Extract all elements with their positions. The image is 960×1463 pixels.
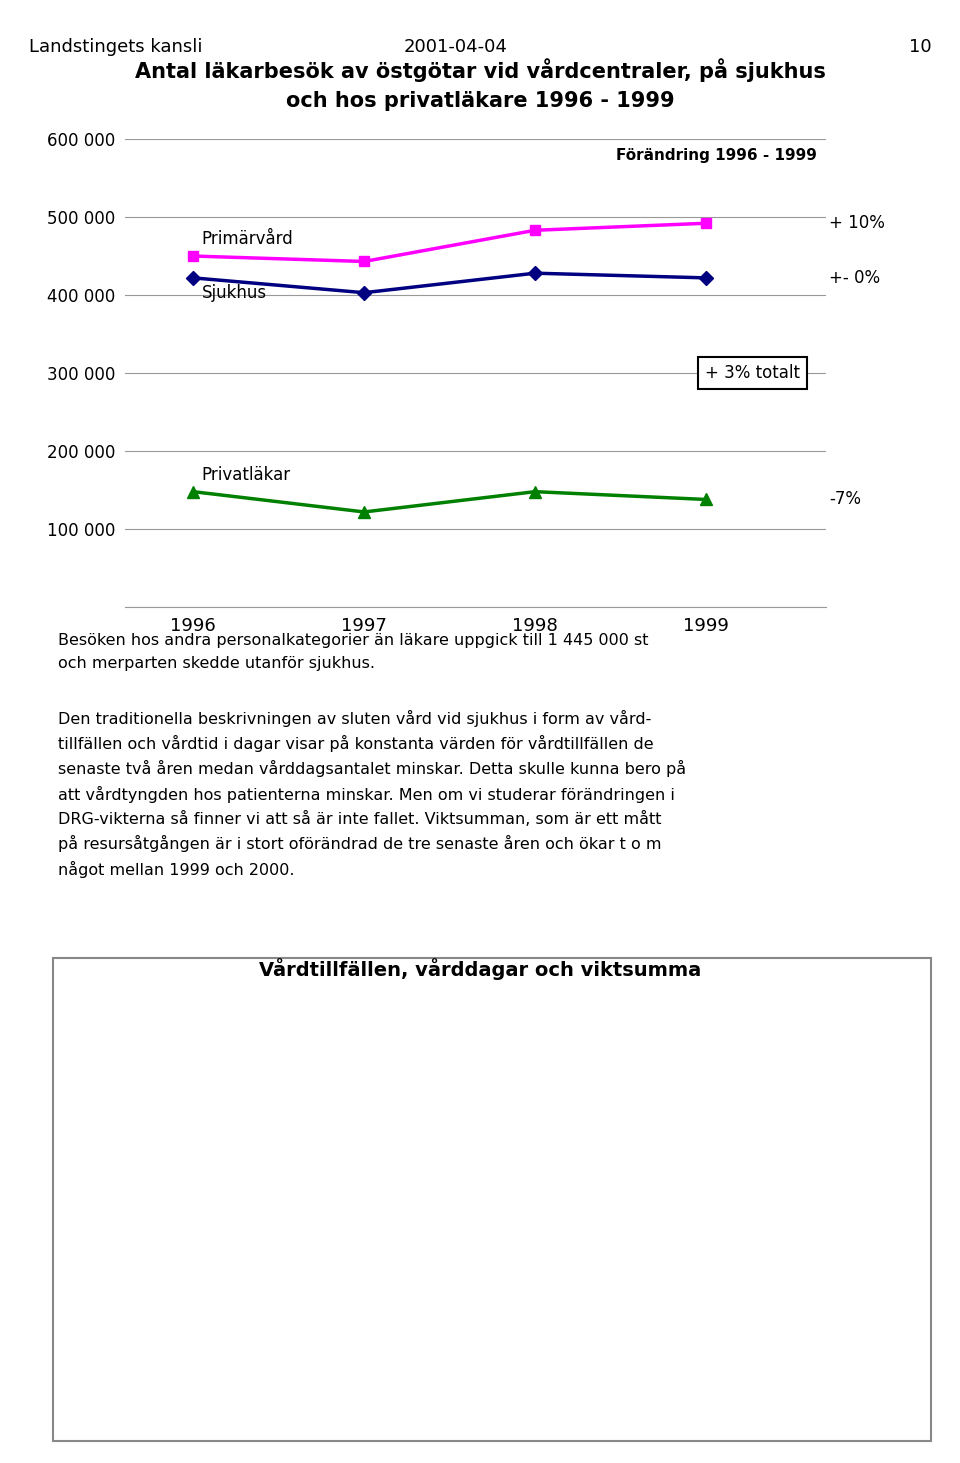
Text: Privatläkar: Privatläkar: [202, 465, 291, 484]
Bar: [636, 1083, 688, 1404]
Bar: [161, 1075, 214, 1404]
Text: +- 0%: +- 0%: [829, 269, 880, 287]
Text: Den traditionella beskrivningen av sluten vård vid sjukhus i form av vård-
tillf: Den traditionella beskrivningen av slute…: [58, 710, 685, 878]
Bar: [688, 1083, 741, 1404]
Bar: [583, 1075, 636, 1404]
Text: 10: 10: [908, 38, 931, 56]
Bar: [372, 1075, 425, 1404]
Text: + 3% totalt: + 3% totalt: [705, 364, 800, 382]
Text: 2001-04-04: 2001-04-04: [403, 38, 507, 56]
Text: Antal läkarbesök av östgötar vid vårdcentraler, på sjukhus: Antal läkarbesök av östgötar vid vårdcen…: [134, 59, 826, 82]
Text: Vårdtillfällen, vårddagar och viktsumma: Vårdtillfällen, vårddagar och viktsumma: [259, 958, 701, 980]
Bar: [477, 1118, 530, 1404]
Text: Besöken hos andra personalkategorier än läkare uppgick till 1 445 000 st
och mer: Besöken hos andra personalkategorier än …: [58, 633, 648, 670]
Bar: [267, 1086, 320, 1404]
Text: Förändring 1996 - 1999: Förändring 1996 - 1999: [616, 148, 817, 164]
Bar: [425, 1091, 477, 1404]
Text: Landstingets kansli: Landstingets kansli: [29, 38, 203, 56]
Bar: [214, 1083, 267, 1404]
Text: och hos privatläkare 1996 - 1999: och hos privatläkare 1996 - 1999: [286, 91, 674, 111]
Text: Primärvård: Primärvård: [202, 230, 294, 249]
Text: Sjukhus: Sjukhus: [202, 284, 267, 303]
Legend: 1998, 1999, 2000: 1998, 1999, 2000: [684, 1017, 770, 1100]
Text: -7%: -7%: [829, 490, 861, 509]
Text: + 10%: + 10%: [829, 214, 885, 233]
